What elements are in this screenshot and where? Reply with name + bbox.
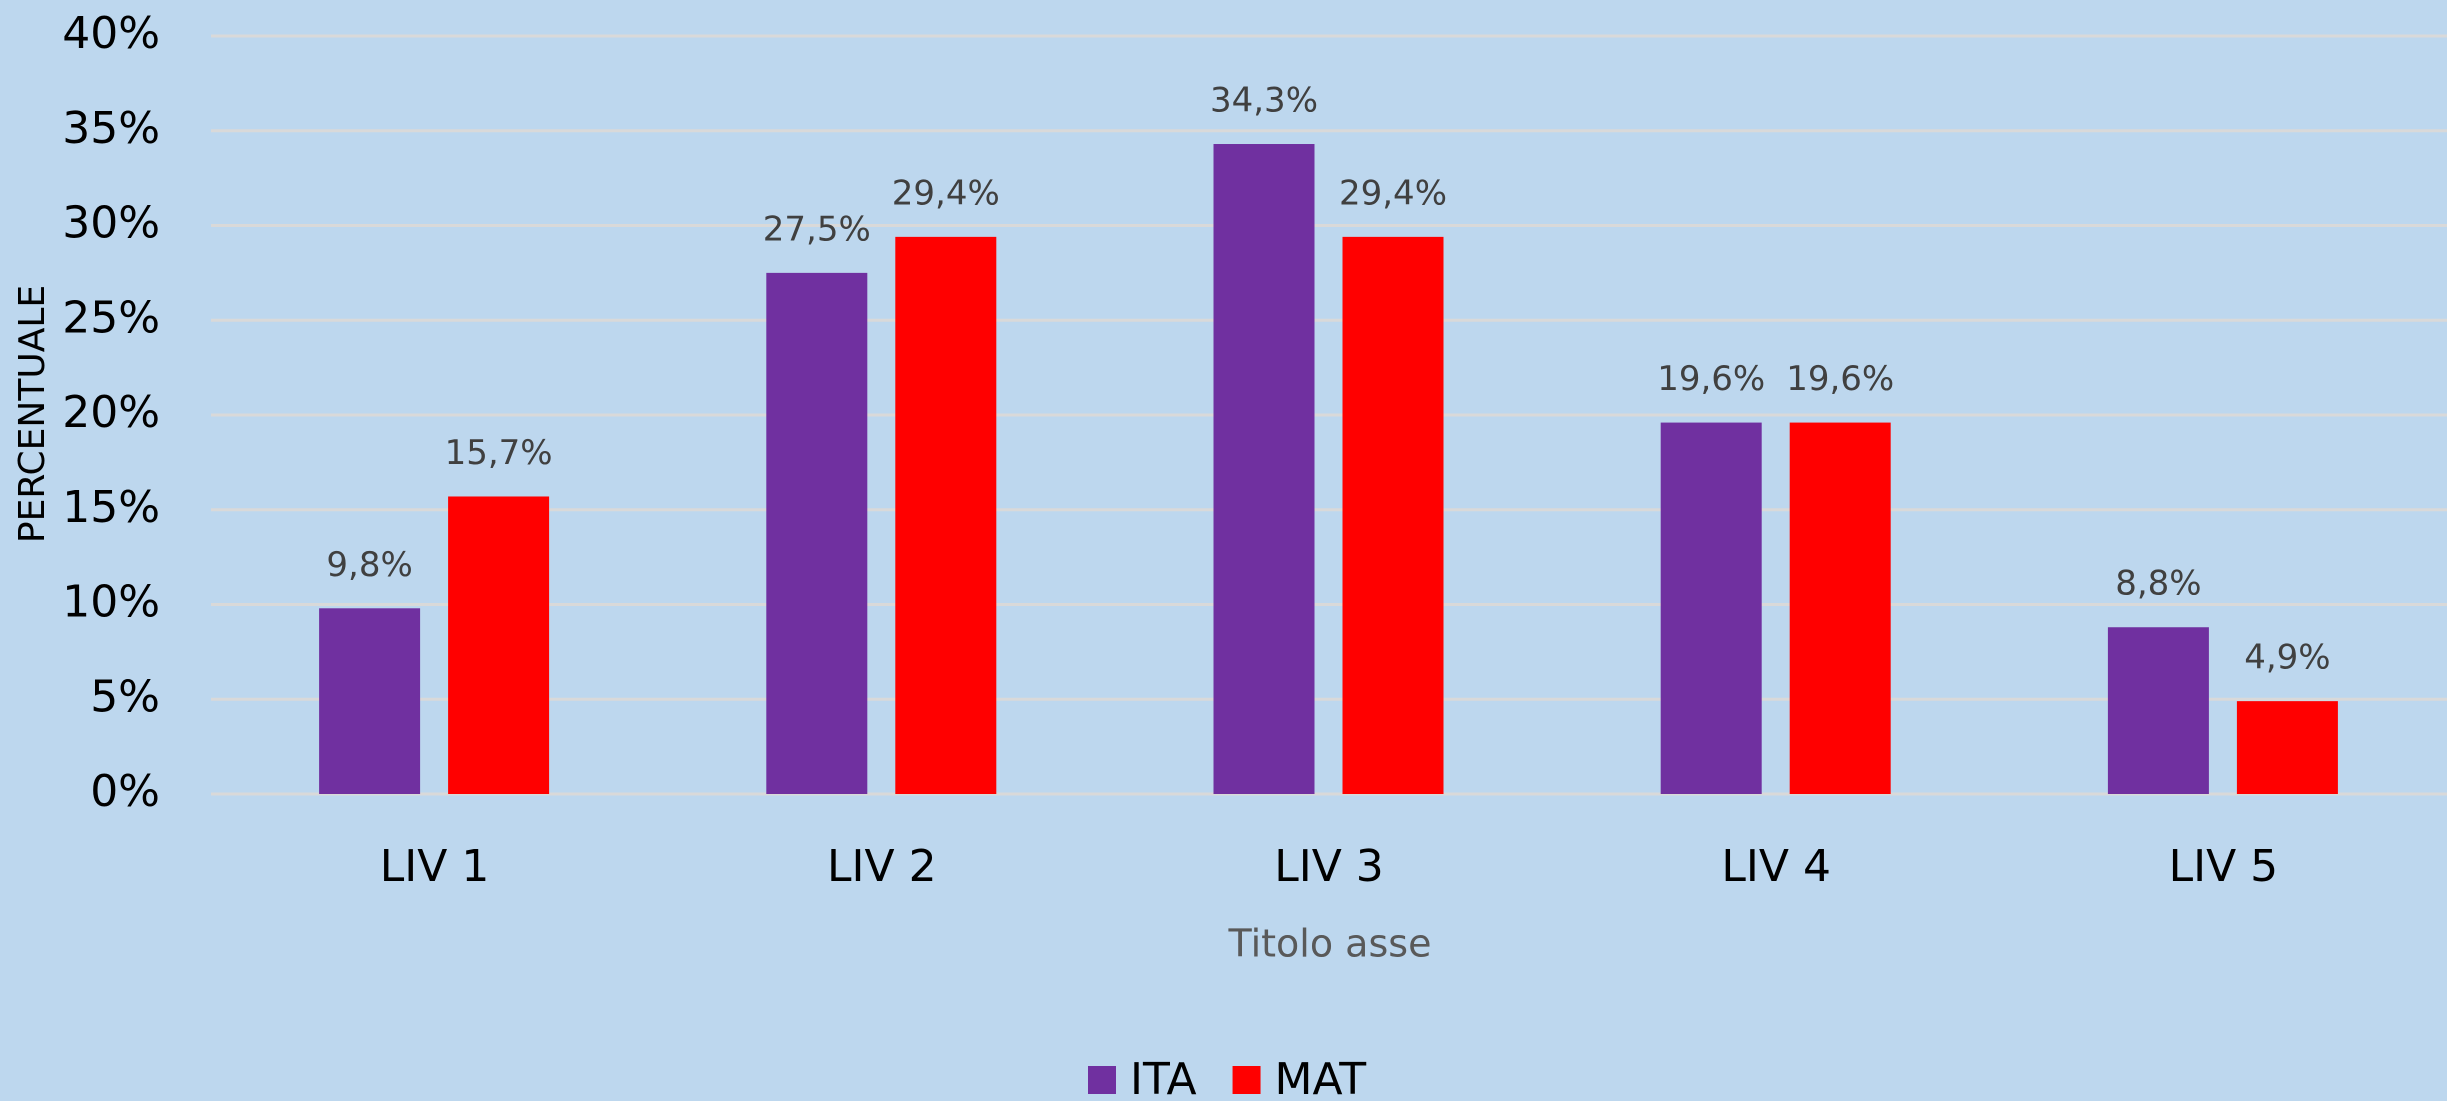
data-label: 29,4%	[892, 173, 1000, 213]
x-tick-label: LIV 1	[380, 841, 490, 892]
bar	[1213, 144, 1315, 794]
bar	[1789, 422, 1891, 794]
y-tick-label: 10%	[62, 577, 160, 628]
data-label: 15,7%	[445, 433, 553, 473]
y-tick-label: 40%	[62, 8, 160, 59]
y-tick-label: 5%	[90, 671, 160, 722]
bar	[2236, 701, 2338, 794]
data-label: 4,9%	[2244, 638, 2330, 678]
y-tick-label: 15%	[62, 482, 160, 533]
y-tick-label: 25%	[62, 292, 160, 343]
data-label: 27,5%	[763, 209, 871, 249]
x-axis-title: Titolo asse	[1228, 922, 1432, 966]
data-label: 9,8%	[326, 545, 412, 585]
bar	[319, 608, 421, 794]
y-tick-label: 30%	[62, 198, 160, 249]
y-axis-title: PERCENTUALE	[12, 285, 53, 543]
data-label: 8,8%	[2115, 564, 2201, 604]
y-tick-label: 0%	[90, 766, 160, 817]
legend-swatch	[1088, 1066, 1116, 1094]
x-tick-label: LIV 4	[1721, 841, 1831, 892]
bar	[895, 236, 997, 794]
x-tick-label: LIV 5	[2169, 841, 2279, 892]
data-label: 34,3%	[1210, 81, 1318, 121]
data-label: 29,4%	[1339, 173, 1447, 213]
bar	[448, 496, 550, 794]
y-tick-label: 35%	[62, 103, 160, 154]
data-label: 19,6%	[1657, 359, 1765, 399]
bar	[1342, 236, 1444, 794]
x-tick-label: LIV 3	[1274, 841, 1384, 892]
bar	[766, 272, 868, 794]
legend-label: ITA	[1130, 1054, 1197, 1101]
bar	[1660, 422, 1762, 794]
legend-label: MAT	[1275, 1054, 1367, 1101]
bar	[2107, 627, 2209, 794]
x-tick-label: LIV 2	[827, 841, 937, 892]
data-label: 19,6%	[1786, 359, 1894, 399]
y-tick-label: 20%	[62, 387, 160, 438]
legend-swatch	[1232, 1066, 1261, 1094]
